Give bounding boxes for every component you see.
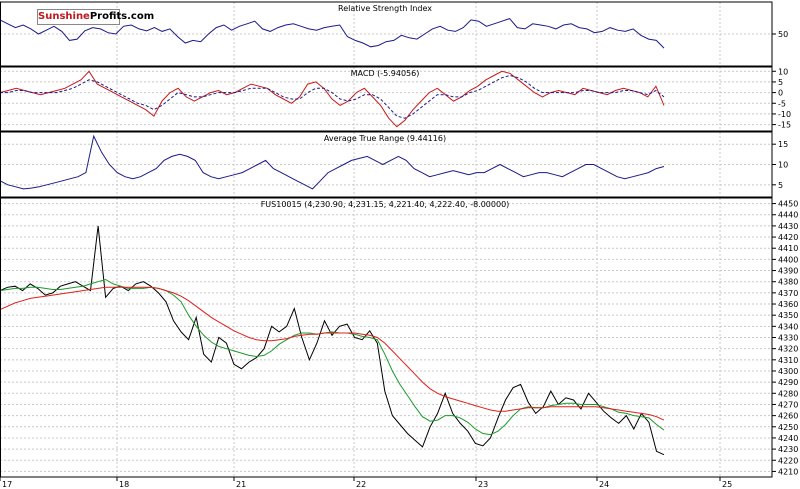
logo-part2: Profits: [89, 11, 128, 22]
logo-part3: .com: [127, 11, 155, 22]
series-line: [0, 74, 665, 119]
y-tick-label: 5: [778, 78, 783, 87]
x-tick-label: 25: [722, 480, 732, 489]
y-tick-label: 4450: [778, 200, 798, 209]
panel-frame: [0, 197, 773, 478]
logo-part1: Sunshine: [38, 11, 90, 22]
y-tick-label: 10: [778, 67, 788, 76]
y-tick-label: 4300: [778, 367, 798, 376]
x-tick-label: 24: [599, 480, 609, 489]
y-tick-label: 4320: [778, 345, 798, 354]
panel-title: FUS10015 (4,230.90, 4,231.15, 4,221.40, …: [261, 200, 510, 209]
y-tick-label: 4260: [778, 412, 798, 421]
y-tick-label: 4210: [778, 467, 798, 476]
y-tick-label: 4220: [778, 456, 798, 465]
y-tick-label: 4270: [778, 400, 798, 409]
y-tick-label: 4250: [778, 423, 798, 432]
y-tick-label: 0: [778, 89, 783, 98]
panel-frame: [0, 1, 773, 67]
x-tick-label: 23: [478, 480, 488, 489]
panel-4: 4450 4440 4430 4420 4410 4400 4390 4380 4370 4360…: [0, 197, 798, 478]
panel-frame: [0, 66, 773, 132]
series-line: [0, 225, 665, 456]
y-tick-label: 5: [778, 181, 783, 190]
panel-2: 10 5 0-5 -10 -15 MACD (-5.94056): [0, 66, 791, 132]
y-tick-label: 4410: [778, 244, 798, 253]
series-line: [0, 134, 665, 190]
panel-3: 15 10 5 Average True Range (9.44116): [0, 131, 788, 198]
y-tick-label: 4310: [778, 356, 798, 365]
series-line: [0, 18, 665, 49]
y-tick-label: 4230: [778, 445, 798, 454]
panel-1: 50 Relative Strength Index: [0, 1, 788, 67]
panel-frame: [0, 131, 773, 198]
panel-title: Average True Range (9.44116): [324, 134, 446, 143]
y-tick-label: 4350: [778, 311, 798, 320]
y-tick-label: 4340: [778, 322, 798, 331]
y-tick-label: 4420: [778, 233, 798, 242]
x-tick-label: 18: [119, 480, 129, 489]
series-line: [0, 278, 665, 436]
series-line: [0, 70, 665, 128]
panel-title: MACD (-5.94056): [351, 69, 420, 78]
y-tick-label: 4290: [778, 378, 798, 387]
series-line: [0, 286, 665, 421]
y-tick-label: 4280: [778, 389, 798, 398]
y-tick-label: 4240: [778, 434, 798, 443]
y-tick-label: -10: [778, 110, 791, 119]
y-tick-label: 4430: [778, 222, 798, 231]
y-tick-label: 4360: [778, 300, 798, 309]
y-tick-label: 50: [778, 30, 788, 39]
x-tick-label: 21: [236, 480, 246, 489]
sunshine-profits-logo: SunshineProfits.com: [37, 9, 154, 25]
x-tick-label: 22: [356, 480, 366, 489]
y-tick-label: 4370: [778, 289, 798, 298]
y-tick-label: -15: [778, 121, 791, 130]
y-tick-label: 4400: [778, 255, 798, 264]
y-tick-label: 10: [778, 161, 788, 170]
x-tick-label: 17: [2, 480, 12, 489]
y-tick-label: 4390: [778, 267, 798, 276]
y-tick-label: 4380: [778, 278, 798, 287]
y-tick-label: 4440: [778, 211, 798, 220]
panel-title: Relative Strength Index: [338, 4, 432, 13]
y-tick-label: -5: [778, 99, 786, 108]
y-tick-label: 15: [778, 140, 788, 149]
y-tick-label: 4330: [778, 334, 798, 343]
